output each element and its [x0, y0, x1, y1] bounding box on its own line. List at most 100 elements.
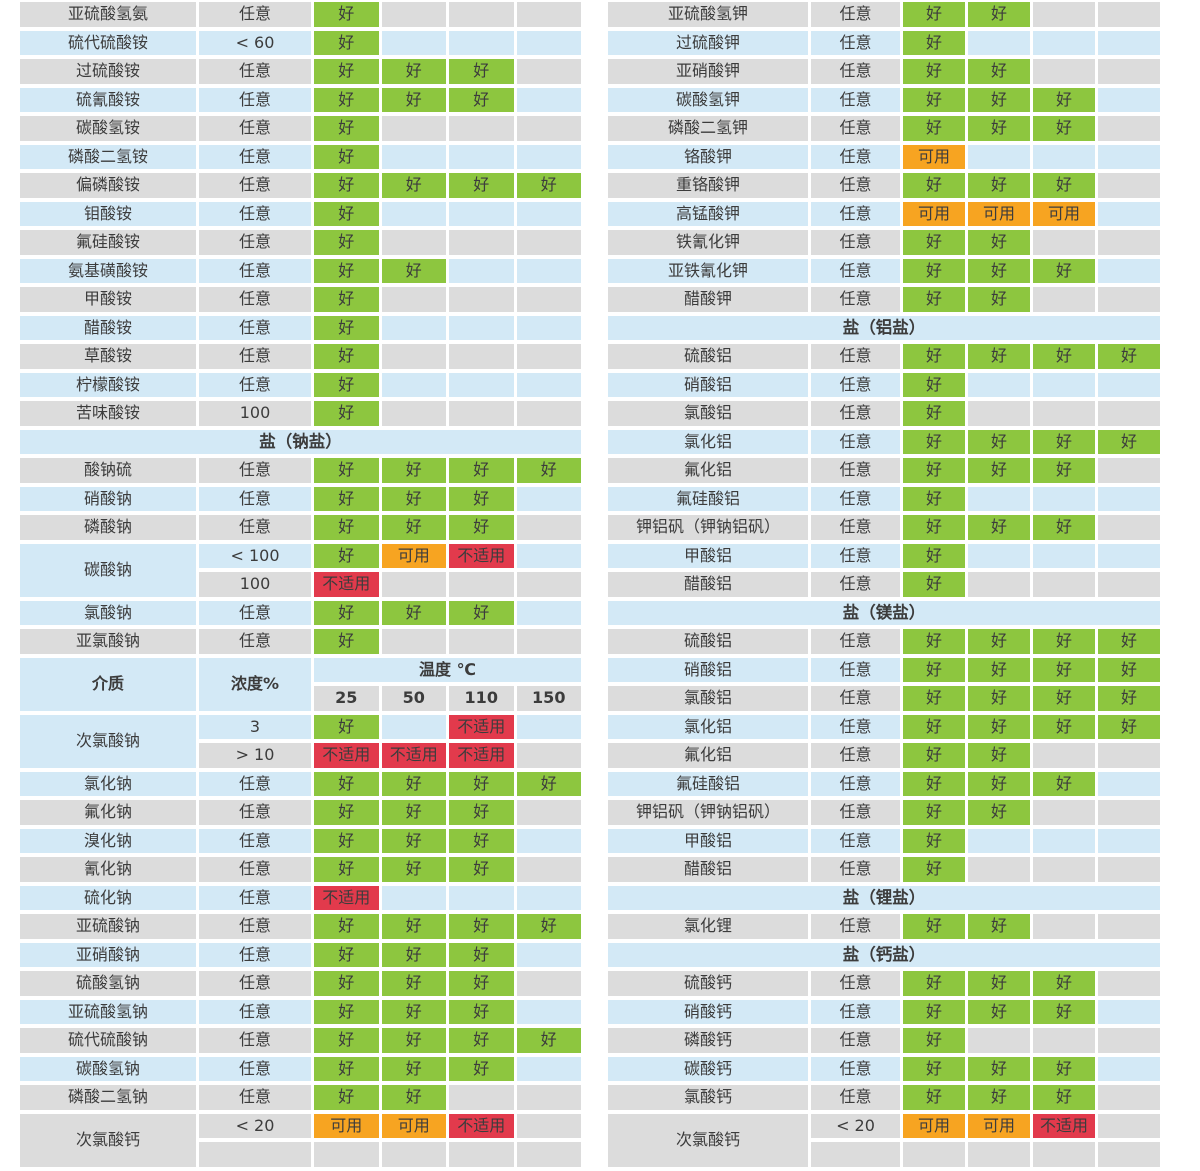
concentration-cell: 任意 [811, 372, 900, 397]
rating-cell: 可用 [381, 543, 446, 568]
rating-cell: 好 [968, 173, 1030, 198]
concentration-cell: 任意 [811, 173, 900, 198]
rating-cell: 不适用 [449, 743, 514, 768]
table-row: 溴化钠 任意好好好 [20, 828, 581, 853]
merged-table-row: 次氯酸钠 3 好不适用 > 10 不适用 不适用 不适用 [20, 714, 581, 768]
medium-name-cell: 苦味酸铵 [20, 401, 196, 426]
rating-cell: 好 [968, 657, 1030, 682]
rating-cell: 好 [314, 458, 379, 483]
section-header-row: 盐（钠盐） [20, 429, 581, 454]
rating-cell-empty [516, 401, 581, 426]
rating-cell: 好 [968, 87, 1030, 112]
concentration-cell: 任意 [811, 116, 900, 141]
rating-cell-empty [1098, 2, 1160, 27]
rating-cell-empty [1098, 572, 1160, 597]
rating-cell: 好 [968, 743, 1030, 768]
section-header-row: 盐（铝盐） [608, 315, 1160, 340]
rating-cell-empty [1033, 2, 1095, 27]
concentration-cell: 任意 [199, 800, 311, 825]
rating-cell-empty [516, 942, 581, 967]
rating-cell: 好 [968, 971, 1030, 996]
concentration-cell: 任意 [811, 971, 900, 996]
medium-name-cell: 硫氰酸铵 [20, 87, 196, 112]
rating-cell-empty [1098, 857, 1160, 882]
rating-cell-empty [968, 857, 1030, 882]
rating-cell: 好 [449, 857, 514, 882]
rating-cell-empty [1098, 1142, 1160, 1167]
table-row: 硝酸铝 任意好好好好 [608, 657, 1160, 682]
rating-cell: 不适用 [449, 714, 514, 739]
rating-cell: 好 [381, 1056, 446, 1081]
header-temp-value-cell: 25 [314, 686, 379, 711]
concentration-cell: 任意 [811, 201, 900, 226]
rating-cell-empty [1033, 372, 1095, 397]
rating-cell-empty [1098, 30, 1160, 55]
concentration-cell: 任意 [811, 629, 900, 654]
rating-cell-empty [516, 600, 581, 625]
rating-cell: 好 [968, 1085, 1030, 1110]
rating-cell-empty [516, 2, 581, 27]
rating-cell-empty [381, 401, 446, 426]
section-label: 盐（锂盐） [608, 885, 1160, 910]
concentration-cell: 3 [199, 714, 311, 739]
rating-cell: 好 [314, 714, 379, 739]
rating-cell-empty [968, 30, 1030, 55]
rating-cell: 好 [314, 230, 379, 255]
rating-cell-empty [449, 629, 514, 654]
medium-name-cell: 磷酸二氢铵 [20, 144, 196, 169]
rating-cell: 好 [449, 600, 514, 625]
rating-cell-empty [968, 486, 1030, 511]
medium-name-cell: 碳酸钠 [20, 543, 196, 597]
rating-cell: 好 [449, 173, 514, 198]
table-row: 重铬酸钾 任意好好好 [608, 173, 1160, 198]
concentration-cell: 任意 [811, 2, 900, 27]
medium-name-cell: 碳酸钙 [608, 1056, 808, 1081]
medium-name-cell: 碳酸氢钾 [608, 87, 808, 112]
medium-name-cell: 次氯酸钠 [20, 714, 196, 768]
rating-cell: 好 [314, 173, 379, 198]
rating-cell-empty [968, 828, 1030, 853]
rating-cell-empty [381, 230, 446, 255]
rating-cell-empty [1098, 1113, 1160, 1138]
rating-cell: 好 [1033, 971, 1095, 996]
medium-name-cell: 氯酸铝 [608, 686, 808, 711]
concentration-cell: 任意 [199, 629, 311, 654]
medium-name-cell: 氯化铝 [608, 714, 808, 739]
rating-cell-empty [516, 1142, 581, 1167]
concentration-cell: 任意 [811, 857, 900, 882]
rating-cell-empty [516, 372, 581, 397]
concentration-cell: 任意 [199, 515, 311, 540]
header-temp-value-cell: 150 [516, 686, 581, 711]
table-row: 氯化钠 任意好好好好 [20, 771, 581, 796]
rating-cell: 好 [314, 87, 379, 112]
rating-cell: 好 [314, 828, 379, 853]
rating-cell-empty [903, 1142, 965, 1167]
rating-cell: 好 [314, 1056, 379, 1081]
section-header-row: 盐（钙盐） [608, 942, 1160, 967]
rating-cell: 好 [903, 458, 965, 483]
compatibility-table-left: 亚硫酸氢氨 任意好硫代硫酸铵 < 60 好过硫酸铵 任意好好好硫氰酸铵 任意好好好碳酸氢铵… [20, 2, 581, 1171]
rating-cell: 好 [314, 486, 379, 511]
rating-cell: 好 [903, 258, 965, 283]
rating-cell: 好 [381, 914, 446, 939]
rating-cell-empty [449, 30, 514, 55]
medium-name-cell: 氟硅酸铝 [608, 771, 808, 796]
rating-cell: 好 [1033, 87, 1095, 112]
concentration-cell [199, 1142, 311, 1167]
rating-cell: 可用 [968, 201, 1030, 226]
rating-cell-empty [381, 30, 446, 55]
rating-cell: 好 [903, 2, 965, 27]
rating-cell: 好 [314, 30, 379, 55]
rating-cell: 好 [903, 629, 965, 654]
rating-cell-empty [516, 287, 581, 312]
concentration-cell: 任意 [811, 686, 900, 711]
rating-cell-empty [1098, 999, 1160, 1024]
rating-cell: 好 [381, 515, 446, 540]
medium-name-cell: 钾铝矾（钾钠铝矾） [608, 800, 808, 825]
rating-cell: 好 [968, 914, 1030, 939]
table-row: 硫酸铝 任意好好好好 [608, 629, 1160, 654]
concentration-cell: 任意 [199, 1085, 311, 1110]
column-header-block: 介质 浓度% 温度 ℃ 25 50 110 150 [20, 657, 581, 711]
medium-name-cell: 甲酸铝 [608, 543, 808, 568]
rating-cell-empty [516, 629, 581, 654]
